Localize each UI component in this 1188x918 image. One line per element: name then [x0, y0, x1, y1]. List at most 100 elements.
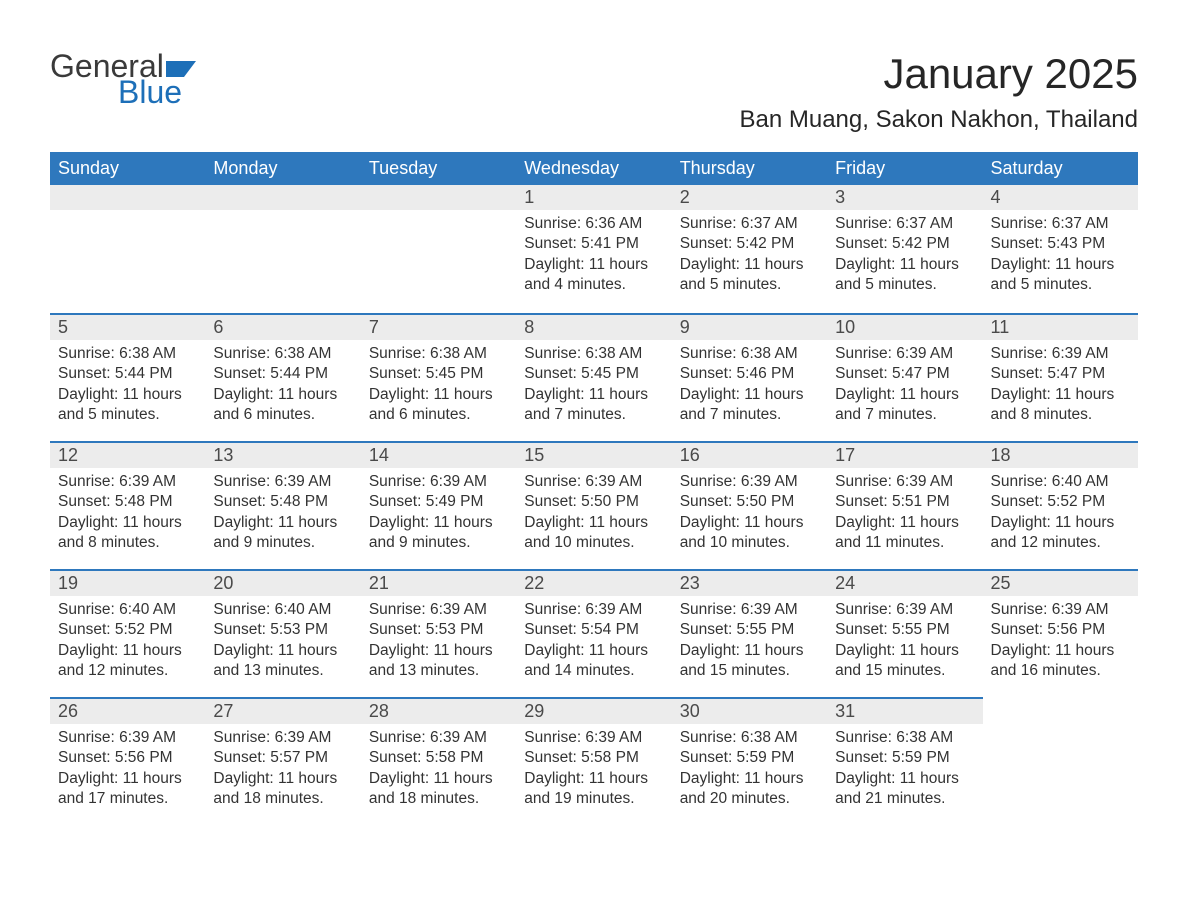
daylight-text-line2: and 4 minutes. [524, 275, 663, 295]
calendar-day-cell: 15Sunrise: 6:39 AMSunset: 5:50 PMDayligh… [516, 441, 671, 569]
sunset-text: Sunset: 5:58 PM [524, 748, 663, 768]
daylight-text-line1: Daylight: 11 hours [991, 385, 1130, 405]
day-data: Sunrise: 6:39 AMSunset: 5:55 PMDaylight:… [672, 596, 827, 682]
calendar-week-row: 26Sunrise: 6:39 AMSunset: 5:56 PMDayligh… [50, 697, 1138, 825]
sunset-text: Sunset: 5:48 PM [58, 492, 197, 512]
sunset-text: Sunset: 5:49 PM [369, 492, 508, 512]
day-data: Sunrise: 6:38 AMSunset: 5:44 PMDaylight:… [205, 340, 360, 426]
calendar-header-row: SundayMondayTuesdayWednesdayThursdayFrid… [50, 152, 1138, 185]
daylight-text-line1: Daylight: 11 hours [58, 385, 197, 405]
sunset-text: Sunset: 5:44 PM [58, 364, 197, 384]
daylight-text-line1: Daylight: 11 hours [369, 769, 508, 789]
daylight-text-line1: Daylight: 11 hours [835, 513, 974, 533]
day-number-row-blank [205, 185, 360, 210]
sunrise-text: Sunrise: 6:39 AM [213, 472, 352, 492]
day-data: Sunrise: 6:36 AMSunset: 5:41 PMDaylight:… [516, 210, 671, 296]
sunset-text: Sunset: 5:53 PM [213, 620, 352, 640]
day-number: 8 [516, 315, 671, 340]
calendar-week-row: 1Sunrise: 6:36 AMSunset: 5:41 PMDaylight… [50, 185, 1138, 313]
sunset-text: Sunset: 5:42 PM [680, 234, 819, 254]
daylight-text-line1: Daylight: 11 hours [369, 641, 508, 661]
sunrise-text: Sunrise: 6:38 AM [369, 344, 508, 364]
sunset-text: Sunset: 5:56 PM [58, 748, 197, 768]
day-number: 23 [672, 571, 827, 596]
daylight-text-line1: Daylight: 11 hours [835, 641, 974, 661]
day-number-row-blank [361, 185, 516, 210]
day-data: Sunrise: 6:38 AMSunset: 5:45 PMDaylight:… [361, 340, 516, 426]
daylight-text-line1: Daylight: 11 hours [680, 513, 819, 533]
day-data: Sunrise: 6:39 AMSunset: 5:53 PMDaylight:… [361, 596, 516, 682]
weekday-header: Sunday [50, 152, 205, 185]
day-number: 7 [361, 315, 516, 340]
day-data: Sunrise: 6:38 AMSunset: 5:59 PMDaylight:… [827, 724, 982, 810]
sunrise-text: Sunrise: 6:38 AM [58, 344, 197, 364]
day-number: 16 [672, 443, 827, 468]
daylight-text-line2: and 18 minutes. [369, 789, 508, 809]
sunset-text: Sunset: 5:52 PM [991, 492, 1130, 512]
sunset-text: Sunset: 5:50 PM [524, 492, 663, 512]
daylight-text-line1: Daylight: 11 hours [680, 385, 819, 405]
calendar-day-cell: 12Sunrise: 6:39 AMSunset: 5:48 PMDayligh… [50, 441, 205, 569]
sunrise-text: Sunrise: 6:38 AM [835, 728, 974, 748]
sunrise-text: Sunrise: 6:39 AM [991, 344, 1130, 364]
calendar-day-cell: 21Sunrise: 6:39 AMSunset: 5:53 PMDayligh… [361, 569, 516, 697]
sunrise-text: Sunrise: 6:39 AM [835, 344, 974, 364]
day-number: 15 [516, 443, 671, 468]
daylight-text-line2: and 6 minutes. [213, 405, 352, 425]
calendar-day-cell: 8Sunrise: 6:38 AMSunset: 5:45 PMDaylight… [516, 313, 671, 441]
day-number: 18 [983, 443, 1138, 468]
calendar-day-cell: 3Sunrise: 6:37 AMSunset: 5:42 PMDaylight… [827, 185, 982, 313]
daylight-text-line1: Daylight: 11 hours [524, 641, 663, 661]
sunrise-text: Sunrise: 6:39 AM [835, 472, 974, 492]
daylight-text-line1: Daylight: 11 hours [680, 255, 819, 275]
day-data: Sunrise: 6:37 AMSunset: 5:42 PMDaylight:… [672, 210, 827, 296]
daylight-text-line1: Daylight: 11 hours [524, 513, 663, 533]
sunset-text: Sunset: 5:44 PM [213, 364, 352, 384]
daylight-text-line2: and 16 minutes. [991, 661, 1130, 681]
daylight-text-line2: and 20 minutes. [680, 789, 819, 809]
calendar-body: 1Sunrise: 6:36 AMSunset: 5:41 PMDaylight… [50, 185, 1138, 825]
sunset-text: Sunset: 5:50 PM [680, 492, 819, 512]
day-number: 6 [205, 315, 360, 340]
calendar-day-cell: 19Sunrise: 6:40 AMSunset: 5:52 PMDayligh… [50, 569, 205, 697]
sunset-text: Sunset: 5:42 PM [835, 234, 974, 254]
sunrise-text: Sunrise: 6:39 AM [369, 600, 508, 620]
calendar-day-cell [50, 185, 205, 313]
sunset-text: Sunset: 5:54 PM [524, 620, 663, 640]
calendar-day-cell: 22Sunrise: 6:39 AMSunset: 5:54 PMDayligh… [516, 569, 671, 697]
daylight-text-line2: and 8 minutes. [58, 533, 197, 553]
day-data: Sunrise: 6:40 AMSunset: 5:52 PMDaylight:… [983, 468, 1138, 554]
day-data: Sunrise: 6:38 AMSunset: 5:45 PMDaylight:… [516, 340, 671, 426]
day-number: 22 [516, 571, 671, 596]
daylight-text-line1: Daylight: 11 hours [213, 641, 352, 661]
sunset-text: Sunset: 5:57 PM [213, 748, 352, 768]
day-data: Sunrise: 6:39 AMSunset: 5:58 PMDaylight:… [516, 724, 671, 810]
sunrise-text: Sunrise: 6:39 AM [369, 728, 508, 748]
sunrise-text: Sunrise: 6:37 AM [835, 214, 974, 234]
sunrise-text: Sunrise: 6:39 AM [835, 600, 974, 620]
daylight-text-line1: Daylight: 11 hours [991, 255, 1130, 275]
daylight-text-line1: Daylight: 11 hours [524, 385, 663, 405]
day-data: Sunrise: 6:40 AMSunset: 5:52 PMDaylight:… [50, 596, 205, 682]
brand-logo: General Blue [50, 50, 200, 108]
daylight-text-line1: Daylight: 11 hours [991, 641, 1130, 661]
daylight-text-line1: Daylight: 11 hours [680, 641, 819, 661]
sunrise-text: Sunrise: 6:39 AM [991, 600, 1130, 620]
day-data: Sunrise: 6:39 AMSunset: 5:49 PMDaylight:… [361, 468, 516, 554]
daylight-text-line1: Daylight: 11 hours [991, 513, 1130, 533]
daylight-text-line1: Daylight: 11 hours [58, 769, 197, 789]
day-number: 3 [827, 185, 982, 210]
calendar-day-cell: 7Sunrise: 6:38 AMSunset: 5:45 PMDaylight… [361, 313, 516, 441]
weekday-header: Wednesday [516, 152, 671, 185]
sunrise-text: Sunrise: 6:39 AM [680, 600, 819, 620]
sunrise-text: Sunrise: 6:38 AM [213, 344, 352, 364]
sunrise-text: Sunrise: 6:37 AM [680, 214, 819, 234]
calendar-day-cell: 1Sunrise: 6:36 AMSunset: 5:41 PMDaylight… [516, 185, 671, 313]
daylight-text-line1: Daylight: 11 hours [213, 385, 352, 405]
calendar-day-cell: 18Sunrise: 6:40 AMSunset: 5:52 PMDayligh… [983, 441, 1138, 569]
day-number: 11 [983, 315, 1138, 340]
calendar-day-cell: 2Sunrise: 6:37 AMSunset: 5:42 PMDaylight… [672, 185, 827, 313]
day-data: Sunrise: 6:39 AMSunset: 5:50 PMDaylight:… [672, 468, 827, 554]
day-number: 30 [672, 699, 827, 724]
day-data: Sunrise: 6:39 AMSunset: 5:48 PMDaylight:… [205, 468, 360, 554]
